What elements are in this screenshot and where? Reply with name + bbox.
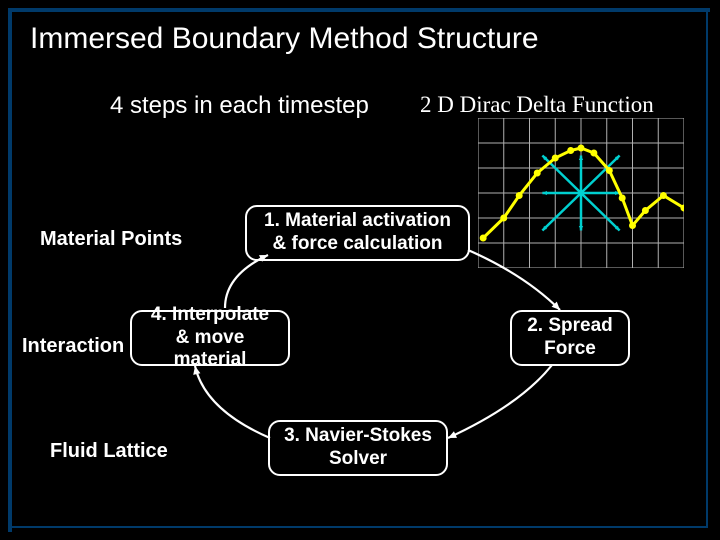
slide-title: Immersed Boundary Method Structure	[30, 22, 539, 56]
step-2-text: 2. Spread Force	[522, 315, 618, 361]
step-3-text: 3. Navier-Stokes Solver	[280, 425, 436, 471]
step-2-box: 2. Spread Force	[510, 310, 630, 366]
step-3-box: 3. Navier-Stokes Solver	[268, 420, 448, 476]
step-4-box: 4. Interpolate & move material	[130, 310, 290, 366]
step-1-text: 1. Material activation & force calculati…	[257, 210, 458, 256]
label-material-points: Material Points	[40, 228, 182, 251]
slide-subtitle: 4 steps in each timestep	[110, 92, 369, 120]
label-interaction: Interaction	[22, 335, 124, 358]
step-4-text: 4. Interpolate & move material	[142, 304, 278, 372]
dirac-delta-label: 2 D Dirac Delta Function	[420, 92, 654, 118]
label-fluid-lattice: Fluid Lattice	[50, 440, 168, 463]
dirac-delta-diagram	[478, 118, 684, 268]
step-1-box: 1. Material activation & force calculati…	[245, 205, 470, 261]
